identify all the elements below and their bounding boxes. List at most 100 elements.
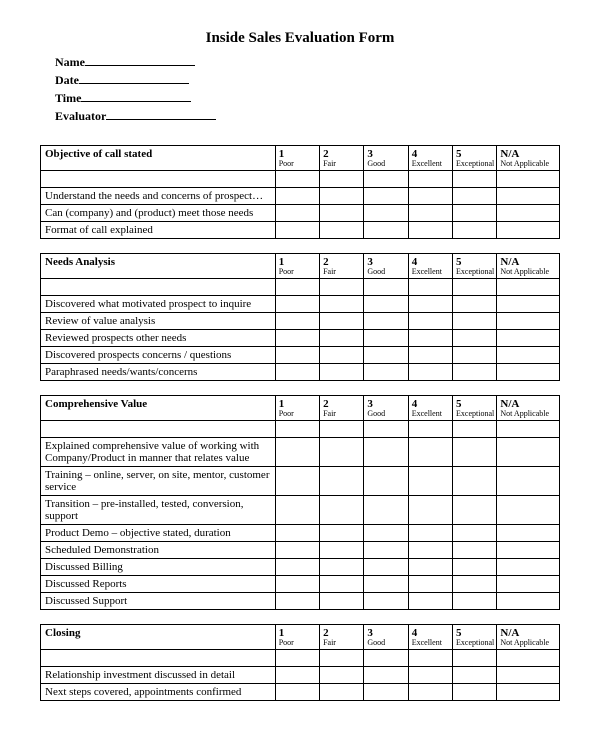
rating-cell[interactable] [408, 421, 452, 438]
rating-cell[interactable] [275, 438, 319, 467]
rating-cell[interactable] [364, 347, 408, 364]
rating-cell[interactable] [408, 171, 452, 188]
rating-cell[interactable] [408, 667, 452, 684]
rating-cell[interactable] [453, 684, 497, 701]
rating-cell[interactable] [320, 684, 364, 701]
rating-cell[interactable] [364, 313, 408, 330]
rating-cell[interactable] [364, 525, 408, 542]
rating-cell[interactable] [408, 330, 452, 347]
rating-cell[interactable] [275, 205, 319, 222]
rating-cell[interactable] [320, 421, 364, 438]
rating-cell[interactable] [364, 421, 408, 438]
rating-cell[interactable] [453, 222, 497, 239]
rating-cell[interactable] [364, 188, 408, 205]
rating-cell[interactable] [453, 296, 497, 313]
rating-cell[interactable] [320, 496, 364, 525]
rating-cell[interactable] [275, 650, 319, 667]
rating-cell[interactable] [364, 296, 408, 313]
rating-cell[interactable] [497, 467, 560, 496]
rating-cell[interactable] [275, 364, 319, 381]
rating-cell[interactable] [453, 650, 497, 667]
rating-cell[interactable] [497, 525, 560, 542]
rating-cell[interactable] [453, 559, 497, 576]
rating-cell[interactable] [408, 467, 452, 496]
rating-cell[interactable] [275, 313, 319, 330]
rating-cell[interactable] [408, 650, 452, 667]
rating-cell[interactable] [408, 576, 452, 593]
rating-cell[interactable] [497, 296, 560, 313]
rating-cell[interactable] [408, 279, 452, 296]
rating-cell[interactable] [408, 438, 452, 467]
rating-cell[interactable] [275, 467, 319, 496]
rating-cell[interactable] [320, 171, 364, 188]
rating-cell[interactable] [453, 467, 497, 496]
rating-cell[interactable] [320, 542, 364, 559]
rating-cell[interactable] [453, 171, 497, 188]
rating-cell[interactable] [275, 279, 319, 296]
rating-cell[interactable] [408, 205, 452, 222]
rating-cell[interactable] [497, 188, 560, 205]
rating-cell[interactable] [497, 171, 560, 188]
rating-cell[interactable] [453, 496, 497, 525]
rating-cell[interactable] [497, 576, 560, 593]
rating-cell[interactable] [497, 650, 560, 667]
rating-cell[interactable] [364, 684, 408, 701]
rating-cell[interactable] [320, 188, 364, 205]
rating-cell[interactable] [497, 313, 560, 330]
rating-cell[interactable] [320, 313, 364, 330]
rating-cell[interactable] [453, 542, 497, 559]
rating-cell[interactable] [275, 576, 319, 593]
rating-cell[interactable] [364, 438, 408, 467]
rating-cell[interactable] [364, 330, 408, 347]
rating-cell[interactable] [320, 364, 364, 381]
rating-cell[interactable] [497, 347, 560, 364]
rating-cell[interactable] [275, 222, 319, 239]
rating-cell[interactable] [275, 684, 319, 701]
rating-cell[interactable] [408, 593, 452, 610]
rating-cell[interactable] [364, 542, 408, 559]
field-time-line[interactable] [81, 92, 191, 102]
rating-cell[interactable] [275, 542, 319, 559]
rating-cell[interactable] [497, 421, 560, 438]
rating-cell[interactable] [453, 313, 497, 330]
field-name-line[interactable] [85, 56, 195, 66]
rating-cell[interactable] [364, 559, 408, 576]
rating-cell[interactable] [497, 279, 560, 296]
rating-cell[interactable] [275, 525, 319, 542]
rating-cell[interactable] [364, 222, 408, 239]
rating-cell[interactable] [497, 205, 560, 222]
rating-cell[interactable] [275, 421, 319, 438]
rating-cell[interactable] [275, 496, 319, 525]
field-evaluator-line[interactable] [106, 110, 216, 120]
rating-cell[interactable] [408, 496, 452, 525]
rating-cell[interactable] [453, 576, 497, 593]
rating-cell[interactable] [275, 330, 319, 347]
rating-cell[interactable] [408, 188, 452, 205]
rating-cell[interactable] [497, 667, 560, 684]
rating-cell[interactable] [275, 559, 319, 576]
rating-cell[interactable] [320, 593, 364, 610]
rating-cell[interactable] [453, 438, 497, 467]
rating-cell[interactable] [408, 684, 452, 701]
rating-cell[interactable] [497, 496, 560, 525]
rating-cell[interactable] [408, 559, 452, 576]
rating-cell[interactable] [408, 364, 452, 381]
rating-cell[interactable] [320, 525, 364, 542]
rating-cell[interactable] [320, 222, 364, 239]
rating-cell[interactable] [320, 330, 364, 347]
rating-cell[interactable] [364, 667, 408, 684]
rating-cell[interactable] [497, 593, 560, 610]
rating-cell[interactable] [320, 667, 364, 684]
rating-cell[interactable] [364, 467, 408, 496]
rating-cell[interactable] [408, 313, 452, 330]
rating-cell[interactable] [497, 542, 560, 559]
rating-cell[interactable] [453, 364, 497, 381]
rating-cell[interactable] [497, 364, 560, 381]
rating-cell[interactable] [320, 438, 364, 467]
rating-cell[interactable] [497, 684, 560, 701]
rating-cell[interactable] [408, 525, 452, 542]
rating-cell[interactable] [453, 330, 497, 347]
rating-cell[interactable] [364, 576, 408, 593]
rating-cell[interactable] [497, 222, 560, 239]
rating-cell[interactable] [453, 525, 497, 542]
